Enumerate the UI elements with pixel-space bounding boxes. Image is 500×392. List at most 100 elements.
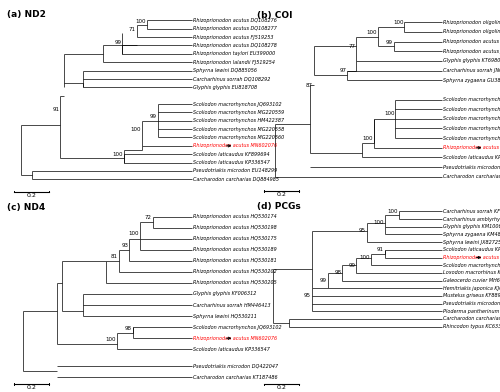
- Text: Rhizoprionodon acutus HQ530181: Rhizoprionodon acutus HQ530181: [194, 258, 277, 263]
- Text: Rhizoprionodon acutus HQ530205: Rhizoprionodon acutus HQ530205: [194, 280, 277, 285]
- Text: Scoliodon laticaudus KP336547: Scoliodon laticaudus KP336547: [444, 155, 500, 160]
- Text: Rhizoprionodon acutus MN602076: Rhizoprionodon acutus MN602076: [444, 255, 500, 260]
- Text: 93: 93: [122, 243, 128, 247]
- Text: 99: 99: [348, 263, 356, 267]
- Text: Scoliodon macrorhynchos JQ693102: Scoliodon macrorhynchos JQ693102: [194, 102, 282, 107]
- Text: Rhizoprionodon taylori EU399000: Rhizoprionodon taylori EU399000: [194, 51, 276, 56]
- Text: Sphyrna lewini JX827259: Sphyrna lewini JX827259: [444, 240, 500, 245]
- Text: 100: 100: [128, 231, 139, 236]
- Text: Sphyrna lewini HQ530211: Sphyrna lewini HQ530211: [194, 314, 258, 319]
- Text: Carcharhinus sorrah HM446413: Carcharhinus sorrah HM446413: [194, 303, 271, 308]
- Text: Scoliodon laticaudus KP336547: Scoliodon laticaudus KP336547: [444, 247, 500, 252]
- Text: Rhizoprionodon acutus DQ108278: Rhizoprionodon acutus DQ108278: [194, 43, 278, 48]
- Text: 100: 100: [136, 19, 146, 24]
- Text: 100: 100: [359, 255, 370, 260]
- Text: Scoliodon laticaudus KP336547: Scoliodon laticaudus KP336547: [194, 160, 270, 165]
- Text: Carcharodon carcharias DQ884985: Carcharodon carcharias DQ884985: [194, 177, 280, 182]
- Text: Rhizoprionodon acutus MN602076: Rhizoprionodon acutus MN602076: [444, 145, 500, 150]
- Text: 99: 99: [386, 40, 393, 45]
- Text: 100: 100: [374, 220, 384, 225]
- Text: 100: 100: [384, 111, 394, 116]
- Text: Galeocerdo cuvier MH648005: Galeocerdo cuvier MH648005: [444, 278, 500, 283]
- Text: 100: 100: [112, 152, 123, 157]
- Text: Carcharodon carcharias KC914387: Carcharodon carcharias KC914387: [444, 316, 500, 321]
- Text: 100: 100: [130, 127, 141, 132]
- Text: Rhizoprionodon acutus FJ519253: Rhizoprionodon acutus FJ519253: [194, 34, 274, 40]
- Text: 100: 100: [393, 20, 404, 25]
- Text: 0.2: 0.2: [276, 385, 286, 390]
- Text: Glyphis glyphis KF006312: Glyphis glyphis KF006312: [194, 292, 257, 296]
- Text: 98: 98: [125, 325, 132, 330]
- Text: 91: 91: [52, 107, 59, 113]
- Text: Carcharhinus sorrah KF612341: Carcharhinus sorrah KF612341: [444, 209, 500, 214]
- Text: 77: 77: [348, 44, 356, 49]
- Text: Scoliodon macrorhynchos MG220559: Scoliodon macrorhynchos MG220559: [194, 110, 284, 115]
- Text: Rhizoprionodon acutus MN602076: Rhizoprionodon acutus MN602076: [194, 143, 278, 148]
- Text: Carcharodon carcharias KX389266: Carcharodon carcharias KX389266: [444, 174, 500, 179]
- Text: 99: 99: [150, 114, 157, 119]
- Text: Sphyrna zygaena GU385346: Sphyrna zygaena GU385346: [444, 78, 500, 83]
- Text: Rhizoprionodon acutus HQ530174: Rhizoprionodon acutus HQ530174: [194, 214, 277, 219]
- Text: 97: 97: [340, 69, 346, 73]
- Text: Carcharodon carcharias KT187486: Carcharodon carcharias KT187486: [194, 374, 278, 379]
- Text: Scoliodon macrorhynchos KF927965: Scoliodon macrorhynchos KF927965: [444, 97, 500, 102]
- Text: Rhizoprionodon lalandii FJ519254: Rhizoprionodon lalandii FJ519254: [194, 60, 276, 65]
- Text: Glyphis glyphis KT698061: Glyphis glyphis KT698061: [444, 58, 500, 64]
- Text: Sphyrna lewini DQ885056: Sphyrna lewini DQ885056: [194, 68, 258, 73]
- Text: Rhizoprionodon acutus JQ518653: Rhizoprionodon acutus JQ518653: [444, 49, 500, 54]
- Text: 81: 81: [111, 254, 118, 259]
- Text: (a) ND2: (a) ND2: [7, 10, 46, 19]
- Text: Ploderma pantherinum MH321446: Ploderma pantherinum MH321446: [444, 309, 500, 314]
- Text: Hemitriakis japonica KJ617039: Hemitriakis japonica KJ617039: [444, 286, 500, 291]
- Text: 100: 100: [362, 136, 373, 141]
- Text: 72: 72: [144, 215, 152, 220]
- Text: Mustelus griseus KF889325: Mustelus griseus KF889325: [444, 294, 500, 298]
- Text: 0.2: 0.2: [26, 385, 36, 390]
- Text: 99: 99: [114, 40, 121, 45]
- Text: 100: 100: [388, 209, 398, 214]
- Text: Loxodon macrorhinus KT347599: Loxodon macrorhinus KT347599: [444, 270, 500, 276]
- Text: Glyphis glyphis EU818708: Glyphis glyphis EU818708: [194, 85, 258, 90]
- Text: 0.2: 0.2: [26, 193, 36, 198]
- Text: Scoliodon macrorhynchos JQ693102: Scoliodon macrorhynchos JQ693102: [444, 263, 500, 268]
- Text: Glyphis glyphis KM100618: Glyphis glyphis KM100618: [444, 224, 500, 229]
- Text: 100: 100: [366, 30, 377, 35]
- Text: Rhincodon typus KC633221: Rhincodon typus KC633221: [444, 324, 500, 329]
- Text: Scoliodon macrorhynchos JQ693102: Scoliodon macrorhynchos JQ693102: [444, 136, 500, 141]
- Text: 95: 95: [359, 228, 366, 233]
- Text: Rhizoprionodon acutus HQ530189: Rhizoprionodon acutus HQ530189: [194, 247, 277, 252]
- Text: Rhizoprionodon acutus DQ108277: Rhizoprionodon acutus DQ108277: [194, 26, 278, 31]
- Text: Rhizoprionodon acutus HQ530202: Rhizoprionodon acutus HQ530202: [194, 269, 277, 274]
- Text: (c) ND4: (c) ND4: [7, 203, 45, 212]
- Text: 87: 87: [306, 83, 313, 88]
- Text: 98: 98: [334, 270, 341, 275]
- Text: Sphyrna zygaena KM488157: Sphyrna zygaena KM488157: [444, 232, 500, 237]
- Text: Rhizoprionodon acutus MK335279: Rhizoprionodon acutus MK335279: [444, 39, 500, 44]
- Text: Scoliodon macrorhynchos JQ693102: Scoliodon macrorhynchos JQ693102: [194, 325, 282, 330]
- Text: (d) PCGs: (d) PCGs: [257, 202, 300, 211]
- Text: 100: 100: [106, 337, 116, 341]
- Text: Rhizoprionodon acutus DQ108276: Rhizoprionodon acutus DQ108276: [194, 18, 278, 23]
- Text: 0.2: 0.2: [276, 192, 286, 197]
- Text: Scoliodon macrorhynchos MG220560: Scoliodon macrorhynchos MG220560: [194, 135, 284, 140]
- Text: Rhizoprionodon acutus HQ530198: Rhizoprionodon acutus HQ530198: [194, 225, 277, 230]
- Text: Pseudotriakis microdon AB560493: Pseudotriakis microdon AB560493: [444, 301, 500, 306]
- Text: Rhizoprionodon acutus MN602076: Rhizoprionodon acutus MN602076: [194, 336, 278, 341]
- Text: Carcharhinus sorrah DQ108292: Carcharhinus sorrah DQ108292: [194, 76, 271, 82]
- Text: Pseudotriakis microdon EU148299: Pseudotriakis microdon EU148299: [194, 169, 278, 173]
- Text: Rhizoprionodon acutus HQ530175: Rhizoprionodon acutus HQ530175: [194, 236, 277, 241]
- Text: Rhizoprionodon oligolinx MK335280: Rhizoprionodon oligolinx MK335280: [444, 29, 500, 34]
- Text: (b) COI: (b) COI: [257, 11, 292, 20]
- Text: Scoliodon macrorhynchos HM422387: Scoliodon macrorhynchos HM422387: [194, 118, 284, 123]
- Text: Carcharhinus sorrah JN082207: Carcharhinus sorrah JN082207: [444, 68, 500, 73]
- Text: Pseudotriakis microdon DQ422047: Pseudotriakis microdon DQ422047: [194, 363, 278, 368]
- Text: Scoliodon macrorhynchos MG220558: Scoliodon macrorhynchos MG220558: [194, 127, 284, 132]
- Text: Carcharhinus amblyrhynchoides KF956523: Carcharhinus amblyrhynchoides KF956523: [444, 217, 500, 221]
- Text: Scoliodon macrorhynchos KF927964: Scoliodon macrorhynchos KF927964: [444, 126, 500, 131]
- Text: 71: 71: [128, 27, 136, 32]
- Text: Pseudotriakis microdon KF927952: Pseudotriakis microdon KF927952: [444, 165, 500, 170]
- Text: 95: 95: [304, 293, 311, 298]
- Text: Rhizoprionodon oligolinx MK335310: Rhizoprionodon oligolinx MK335310: [444, 20, 500, 25]
- Text: Scoliodon laticaudus KP336547: Scoliodon laticaudus KP336547: [194, 347, 270, 352]
- Text: 91: 91: [377, 247, 384, 252]
